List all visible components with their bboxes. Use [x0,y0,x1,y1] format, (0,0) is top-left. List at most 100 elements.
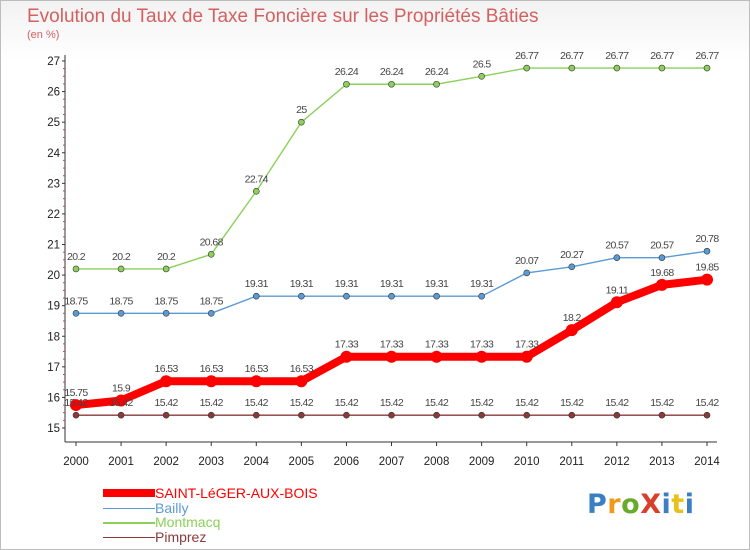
y-tick-label: 26 [47,87,60,99]
data-label: 15.42 [605,397,629,409]
x-tick-label: 2002 [153,456,179,468]
data-label: 19.31 [380,278,404,290]
data-point [568,411,576,419]
data-label: 15.42 [515,397,539,409]
y-tick-label: 21 [47,240,60,252]
chart-title: Evolution du Taux de Taxe Foncière sur l… [27,6,539,27]
data-label: 26.24 [425,66,449,78]
data-point [703,411,711,419]
legend-swatch [103,522,155,524]
data-point [658,254,666,261]
data-point [162,411,170,419]
data-point [162,265,170,273]
data-label: 15.42 [470,397,494,409]
data-point [252,411,260,419]
data-label: 19.31 [290,278,314,290]
data-label: 18.2 [563,312,582,324]
legend-swatch [103,489,155,497]
data-label: 19.11 [606,284,629,296]
data-point [478,292,485,300]
data-point [115,394,128,407]
data-label: 16.53 [290,363,314,375]
logo-letter: i [661,489,672,520]
data-point [298,118,305,126]
y-tick-label: 20 [47,270,60,282]
data-label: 20.2 [157,251,176,263]
y-tick-label: 15 [47,423,60,435]
data-label: 17.33 [335,339,359,351]
logo-letter: o [621,489,641,520]
data-point [252,292,260,300]
legend-label: SAINT-LéGER-AUX-BOIS [155,485,318,501]
data-label: 26.24 [380,66,404,78]
data-label: 16.53 [245,363,269,375]
x-tick-label: 2013 [649,456,675,468]
legend-label: Bailly [155,499,189,516]
x-tick-label: 2006 [334,456,360,468]
data-point [613,64,621,72]
logo-letter: r [607,489,622,520]
data-label: 26.77 [605,50,629,62]
data-label: 18.75 [155,295,179,307]
legend-swatch [103,507,155,509]
data-point [72,265,80,273]
data-label: 26.5 [473,58,492,70]
data-point [343,292,350,300]
data-label: 26.77 [695,50,719,62]
proxiti-logo: ProXiti [587,489,694,520]
data-point [117,265,125,273]
x-tick-label: 2011 [559,456,584,468]
y-tick-label: 23 [47,178,60,190]
data-point [523,269,531,277]
data-point [117,411,125,419]
data-point [252,187,260,195]
data-label: 15.42 [109,397,133,409]
data-label: 20.27 [560,249,584,261]
data-point [388,292,395,300]
y-tick-label: 24 [47,148,60,160]
data-point [433,80,440,88]
data-label: 26.77 [650,50,674,62]
x-tick-label: 2000 [63,456,89,468]
data-point [568,64,576,72]
y-tick-label: 16 [47,392,60,404]
data-point [388,411,395,419]
data-label: 19.31 [425,278,449,290]
data-point [70,399,82,412]
data-point [613,411,621,419]
data-point [703,64,711,72]
data-label: 20.57 [605,240,629,252]
data-point [207,250,215,258]
data-point [478,411,485,419]
data-point [523,64,531,72]
x-tick-label: 2007 [379,456,405,468]
data-label: 17.33 [380,339,404,351]
data-label: 19.31 [335,278,359,290]
logo-letter: i [684,489,695,520]
data-label: 17.33 [425,339,449,351]
data-label: 20.2 [67,251,86,263]
data-point [388,80,395,88]
data-label: 25 [296,104,307,116]
x-tick-label: 2014 [694,456,720,468]
data-label: 26.77 [515,50,539,62]
data-label: 15.42 [425,397,449,409]
data-point [160,375,173,388]
data-point [295,375,308,388]
y-tick-label: 27 [47,56,60,68]
data-point [658,411,666,419]
y-tick-label: 18 [47,331,60,343]
data-point [343,411,350,419]
data-point [430,350,443,363]
data-point [298,292,305,300]
y-tick-label: 22 [47,209,60,221]
data-label: 18.75 [64,295,88,307]
x-tick-label: 2012 [604,456,630,468]
x-tick-label: 2008 [424,456,450,468]
x-tick-label: 2001 [108,456,134,468]
data-point [343,80,350,88]
data-point [117,310,125,317]
data-label: 20.57 [650,240,674,252]
